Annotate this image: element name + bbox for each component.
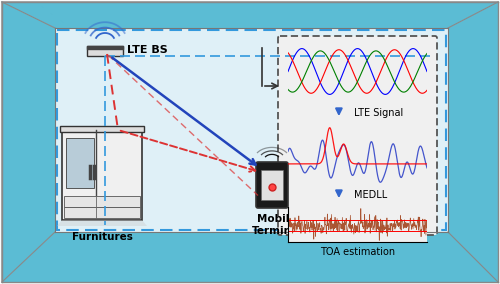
Bar bbox=[64, 207, 140, 218]
Polygon shape bbox=[2, 2, 55, 282]
Text: Furnitures: Furnitures bbox=[72, 232, 132, 242]
Text: Mobile
Terminal: Mobile Terminal bbox=[252, 214, 302, 236]
Polygon shape bbox=[57, 220, 147, 226]
Polygon shape bbox=[2, 232, 498, 282]
Polygon shape bbox=[2, 2, 498, 28]
Bar bbox=[57, 30, 446, 230]
Text: LTE BS: LTE BS bbox=[127, 45, 168, 55]
Text: MEDLL: MEDLL bbox=[354, 190, 388, 200]
FancyBboxPatch shape bbox=[278, 36, 437, 235]
Bar bbox=[87, 46, 123, 56]
Polygon shape bbox=[448, 2, 498, 282]
Bar bbox=[66, 138, 94, 187]
Text: TOA estimation: TOA estimation bbox=[320, 247, 395, 257]
Text: LTE Signal: LTE Signal bbox=[354, 108, 404, 118]
FancyBboxPatch shape bbox=[256, 162, 288, 208]
Bar bbox=[55, 28, 448, 232]
Bar bbox=[60, 126, 144, 132]
Bar bbox=[62, 130, 142, 220]
Bar bbox=[64, 196, 140, 206]
Bar bbox=[261, 170, 283, 200]
